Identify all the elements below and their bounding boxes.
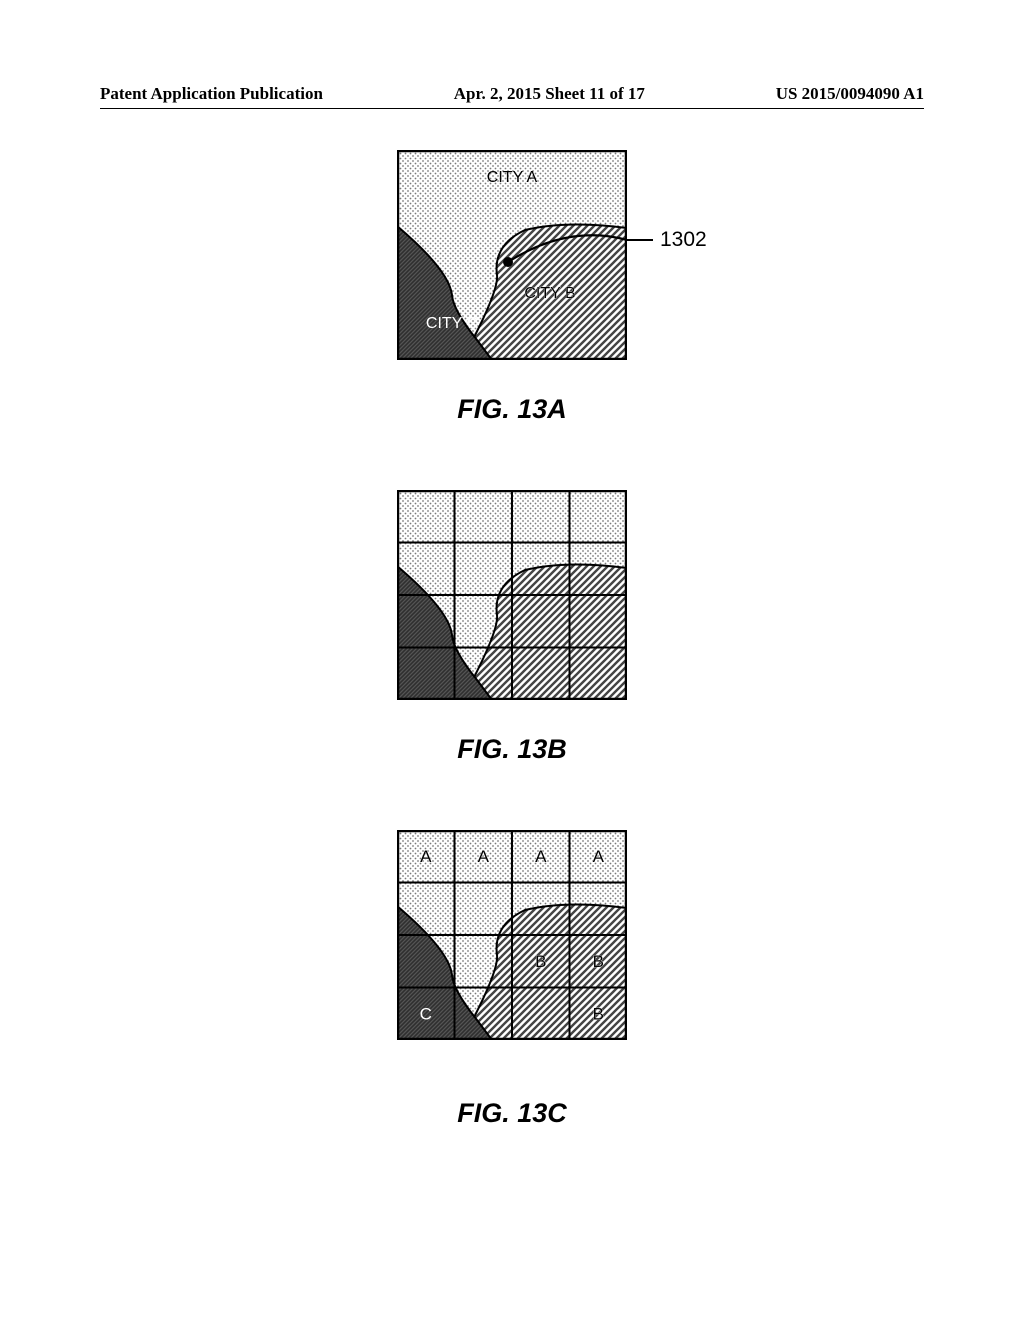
fig-13b-caption: FIG. 13B [457, 734, 567, 765]
figure-13c: A A A A B B C B FIG. 13C [0, 830, 1024, 1129]
svg-text:CITY A: CITY A [487, 169, 538, 186]
page-header: Patent Application Publication Apr. 2, 2… [100, 84, 924, 109]
svg-text:A: A [478, 847, 490, 866]
fig-13a-diagram: CITY A CITY B CITY C [397, 150, 627, 360]
header-left: Patent Application Publication [100, 84, 323, 104]
svg-text:A: A [420, 847, 432, 866]
fig-13a-caption: FIG. 13A [457, 394, 567, 425]
svg-text:CITY C: CITY C [426, 315, 478, 332]
fig-13c-caption: FIG. 13C [457, 1098, 567, 1129]
fig-13c-diagram: A A A A B B C B [397, 830, 627, 1040]
svg-text:A: A [593, 847, 605, 866]
svg-text:B: B [535, 952, 546, 971]
callout-1302-label: 1302 [660, 228, 707, 252]
figure-13a: CITY A CITY B CITY C FIG. 13A [0, 150, 1024, 425]
fig-13b-diagram [397, 490, 627, 700]
header-right: US 2015/0094090 A1 [776, 84, 924, 104]
callout-1302-line [627, 239, 653, 241]
svg-text:A: A [535, 847, 547, 866]
header-center: Apr. 2, 2015 Sheet 11 of 17 [454, 84, 645, 104]
svg-text:B: B [593, 1005, 604, 1024]
svg-text:CITY B: CITY B [524, 285, 575, 302]
figure-13b: FIG. 13B [0, 490, 1024, 765]
svg-text:C: C [420, 1005, 432, 1024]
svg-text:B: B [593, 952, 604, 971]
